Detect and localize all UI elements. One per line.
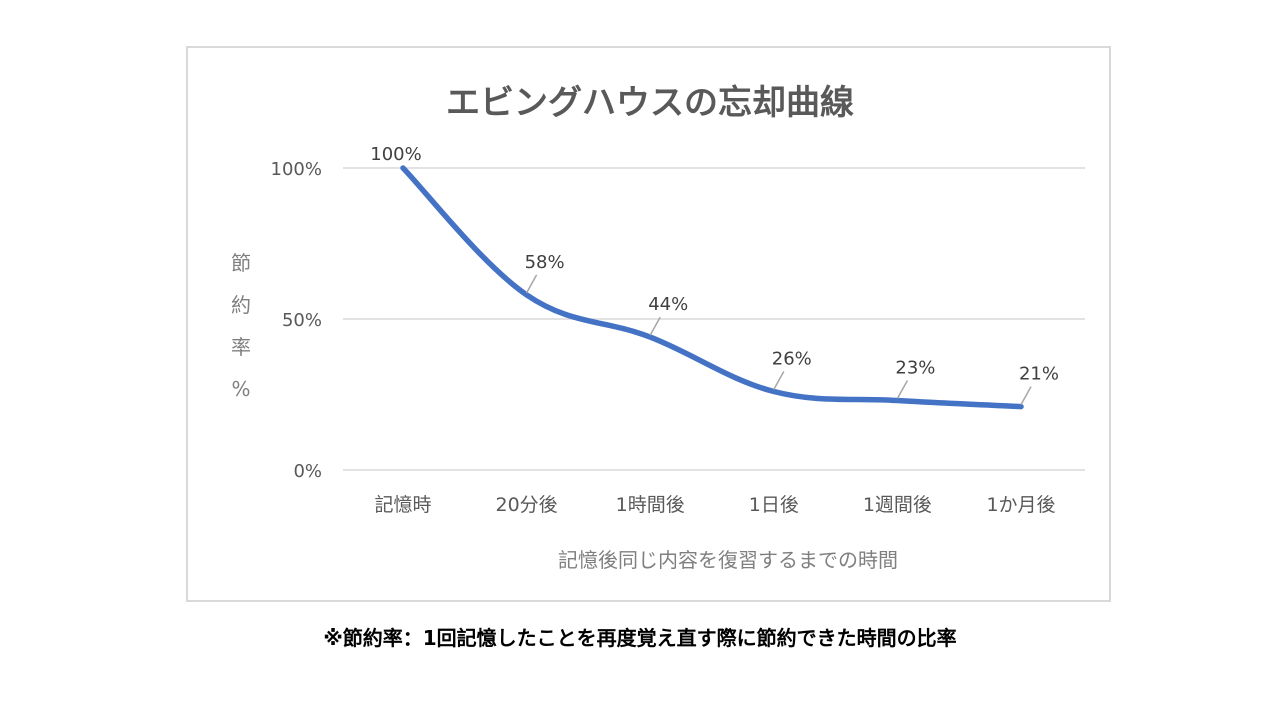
y-axis-label-char: 率 xyxy=(231,335,251,359)
data-label: 21% xyxy=(1019,364,1059,385)
y-tick-label: 100% xyxy=(271,159,322,180)
series-line xyxy=(400,165,1024,410)
y-axis-label-char: 約 xyxy=(231,293,251,317)
x-axis-label: 記憶後同じ内容を復習するまでの時間 xyxy=(558,548,898,572)
y-tick-label: 0% xyxy=(293,461,322,482)
data-label: 44% xyxy=(648,294,688,315)
y-axis-label-char: 節 xyxy=(231,251,251,275)
x-tick-label: 1週間後 xyxy=(863,494,932,516)
x-tick-label: 記憶時 xyxy=(374,494,431,516)
forgetting-curve-chart: エビングハウスの忘却曲線 節約率% 0% 50% 100% 記憶時 20分後 1時間後 1… xyxy=(231,83,1085,572)
x-tick-label: 1時間後 xyxy=(616,494,685,516)
data-label: 23% xyxy=(895,358,935,379)
leader-line xyxy=(649,316,661,336)
leader-line xyxy=(525,274,538,294)
chart-title: エビングハウスの忘却曲線 xyxy=(446,83,854,123)
chart-frame: エビングハウスの忘却曲線 節約率% 0% 50% 100% 記憶時 20分後 1時間後 1… xyxy=(186,46,1111,602)
y-axis-label-char: % xyxy=(231,377,250,401)
x-tick-label: 1日後 xyxy=(749,494,799,516)
x-tick-label: 1か月後 xyxy=(986,494,1055,516)
footnote: ※節約率：1回記憶したことを再度覚え直す際に節約できた時間の比率 xyxy=(323,626,957,650)
data-label: 26% xyxy=(772,348,812,369)
data-label: 100% xyxy=(370,144,421,165)
leader-line xyxy=(1020,386,1032,405)
data-label: 58% xyxy=(525,252,565,273)
y-tick-label: 50% xyxy=(282,310,322,331)
leader-line xyxy=(773,371,785,390)
x-tick-label: 20分後 xyxy=(496,494,558,516)
leader-line xyxy=(896,380,909,399)
